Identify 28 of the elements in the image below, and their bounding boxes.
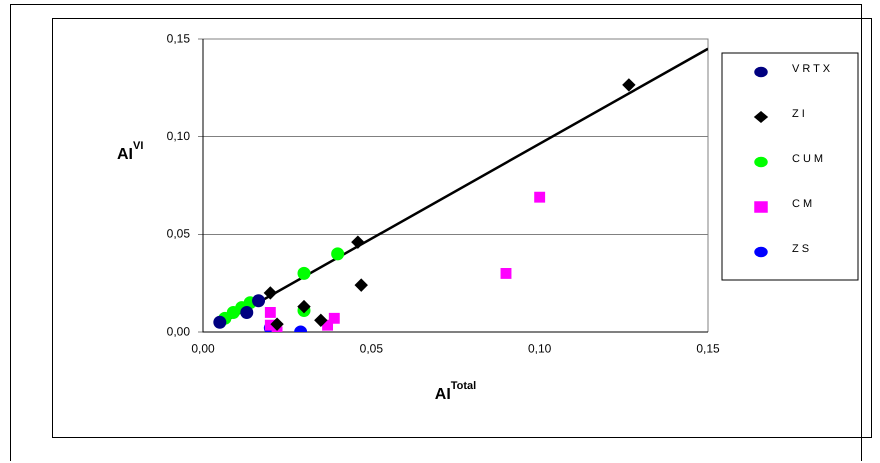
x-tick-label: 0,15 [696,342,720,356]
point [351,236,364,249]
point [331,247,344,260]
point [354,278,368,292]
legend-label: CUM [792,153,826,166]
x-tick-label: 0,00 [191,342,215,356]
y-tick-label: 0,15 [166,31,190,46]
point [622,78,636,92]
legend-label: ZI [792,108,808,120]
legend-label: VRTX [792,63,834,76]
point [252,294,266,308]
y-tick-label: 0,05 [166,226,190,241]
point [264,307,276,318]
point [298,266,310,280]
x-tick-label: 0,05 [360,342,384,356]
y-tick-label: 0,00 [166,324,190,338]
point [500,268,512,279]
legend-label: CM [792,198,816,210]
legend-label: ZS [792,243,812,256]
point [298,300,310,314]
point [213,316,226,329]
x-tick-label: 0,10 [528,342,552,356]
point [240,306,254,319]
point [270,318,284,331]
y-tick-label: 0,10 [166,128,190,143]
point [534,192,546,203]
point [314,314,328,327]
point [264,286,277,300]
